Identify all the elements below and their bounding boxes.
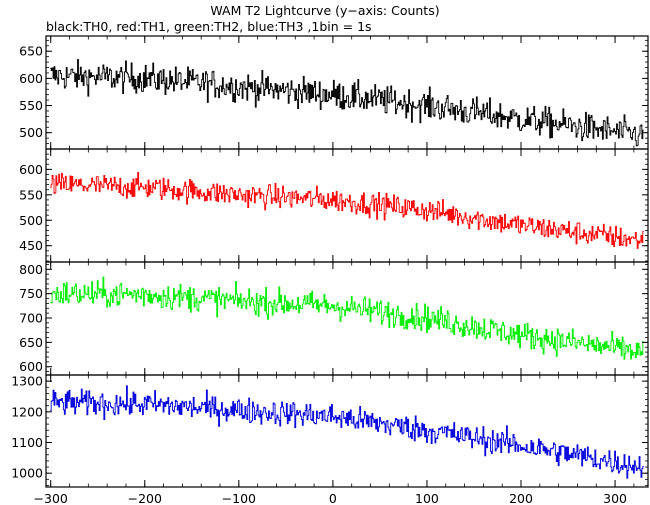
y-tick-label: 750 <box>19 286 43 301</box>
y-tick-label: 700 <box>19 311 43 326</box>
y-tick-label: 600 <box>19 162 43 177</box>
y-tick-label: 600 <box>19 359 43 374</box>
x-tick-label: 100 <box>415 491 439 505</box>
panel-frame-th1 <box>45 148 649 263</box>
panel-frame-th2 <box>45 261 649 376</box>
series-line-th1 <box>50 171 644 249</box>
y-tick-label: 450 <box>19 238 43 253</box>
y-tick-label: 1100 <box>11 435 43 450</box>
series-line-th3 <box>50 385 644 479</box>
series-line-th0 <box>50 59 644 147</box>
chart-title: WAM T2 Lightcurve (y−axis: Counts) <box>210 3 440 18</box>
y-tick-label: 600 <box>19 71 43 86</box>
y-tick-label: 650 <box>19 335 43 350</box>
x-tick-label: 200 <box>509 491 533 505</box>
panel-frame-th0 <box>45 35 649 150</box>
y-tick-label: 500 <box>19 213 43 228</box>
x-tick-label: −200 <box>128 491 162 505</box>
series-line-th2 <box>50 276 644 360</box>
panel-frame-th3 <box>45 374 649 488</box>
y-tick-label: 650 <box>19 44 43 59</box>
x-tick-label: −300 <box>34 491 68 505</box>
y-tick-label: 1300 <box>11 374 43 389</box>
chart-subtitle: black:TH0, red:TH1, green:TH2, blue:TH3 … <box>46 19 372 34</box>
x-tick-label: −100 <box>222 491 256 505</box>
x-tick-label: 300 <box>603 491 627 505</box>
y-tick-label: 1200 <box>11 404 43 419</box>
y-tick-label: 550 <box>19 98 43 113</box>
y-tick-label: 500 <box>19 125 43 140</box>
y-tick-label: 800 <box>19 262 43 277</box>
y-tick-label: 1000 <box>11 466 43 481</box>
x-tick-label: 0 <box>329 491 337 505</box>
y-tick-label: 550 <box>19 187 43 202</box>
